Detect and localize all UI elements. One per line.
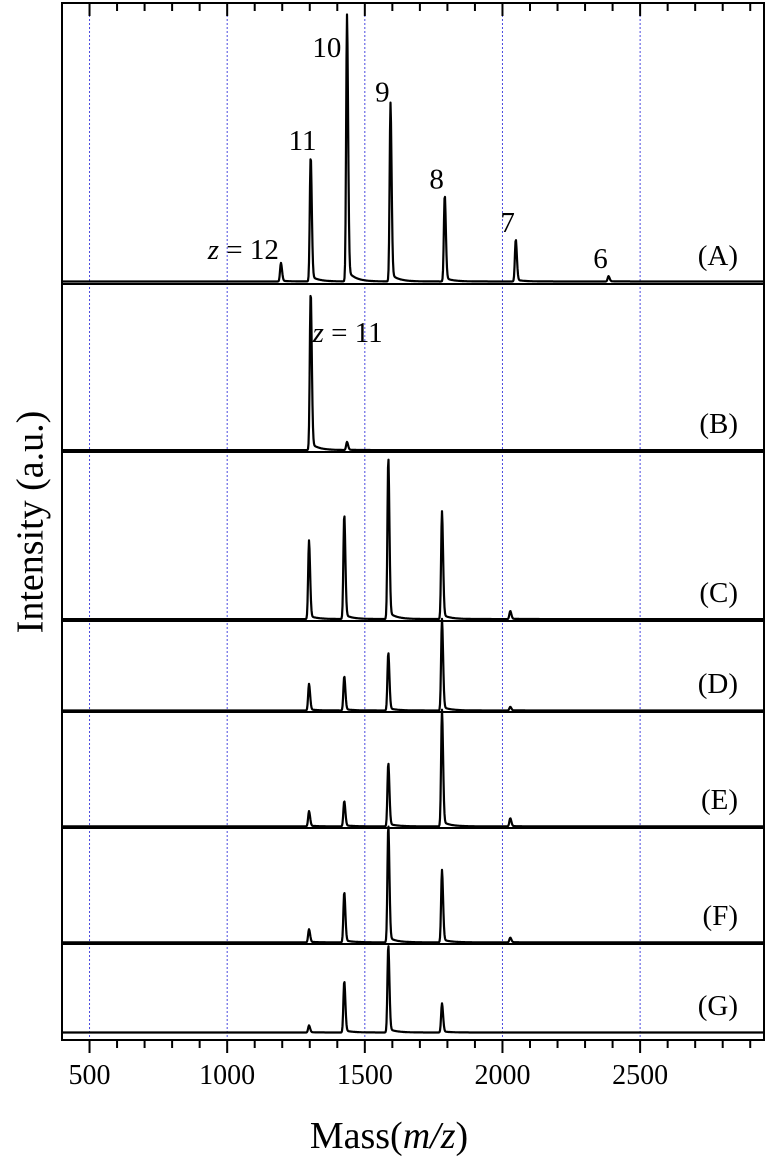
peak-label-0-3: 9 (375, 76, 390, 108)
peak-label-0-2: 10 (312, 32, 341, 64)
peak-label-1-0: z = 11 (312, 317, 383, 349)
peak-label-charge-symbol: z (207, 234, 219, 266)
spectrum-trace-2 (62, 458, 764, 621)
grid-lines (89, 3, 641, 1040)
panel-label-0: (A) (698, 240, 738, 272)
axis-ticks (88, 3, 752, 1053)
peak-label-0-5: 7 (500, 207, 515, 239)
panel-label-4: (E) (701, 784, 738, 816)
peak-label-0-0: z = 12 (207, 234, 279, 266)
panel-dividers (62, 283, 764, 945)
peak-label-0-6: 6 (593, 243, 608, 275)
peak-label-charge-value: = 11 (324, 317, 383, 349)
x-tick-label-500: 500 (69, 1060, 111, 1091)
x-axis-tick-labels: 500 1000 1500 2000 2500 (69, 1060, 669, 1091)
x-tick-label-2000: 2000 (474, 1060, 530, 1091)
x-tick-label-2500: 2500 (612, 1060, 668, 1091)
panel-label-1: (B) (699, 408, 738, 440)
peak-annotations: z = 12 11 10 9 8 7 6 z = 11 (207, 32, 608, 349)
x-axis-label-suffix: ) (456, 1115, 469, 1157)
spectrum-trace-3 (62, 617, 764, 712)
spectrum-trace-1 (62, 294, 764, 452)
panel-label-3: (D) (698, 668, 738, 700)
y-axis-label: Intensity (a.u.) (10, 411, 52, 634)
panel-label-2: (C) (699, 577, 738, 609)
x-axis-label: Mass(m/z) (310, 1115, 468, 1157)
spectrum-trace-5 (62, 825, 764, 944)
panel-label-6: (G) (698, 990, 738, 1022)
peak-label-charge-value: = 12 (219, 234, 279, 266)
x-tick-label-1000: 1000 (199, 1060, 255, 1091)
x-tick-label-1500: 1500 (337, 1060, 393, 1091)
spectrum-trace-6 (62, 945, 764, 1034)
plot-frame (61, 2, 765, 1041)
spectrum-trace-0 (62, 13, 764, 283)
panel-labels: (A) (B) (C) (D) (E) (F) (G) (698, 240, 738, 1022)
x-axis-label-unit: m/z (403, 1115, 456, 1157)
x-axis-label-prefix: Mass( (310, 1115, 403, 1157)
spectrum-traces (62, 13, 764, 1034)
panel-label-5: (F) (703, 900, 738, 932)
peak-label-charge-symbol: z (312, 317, 324, 349)
peak-label-0-4: 8 (429, 164, 444, 196)
spectrum-trace-4 (62, 708, 764, 828)
peak-label-0-1: 11 (289, 125, 317, 157)
